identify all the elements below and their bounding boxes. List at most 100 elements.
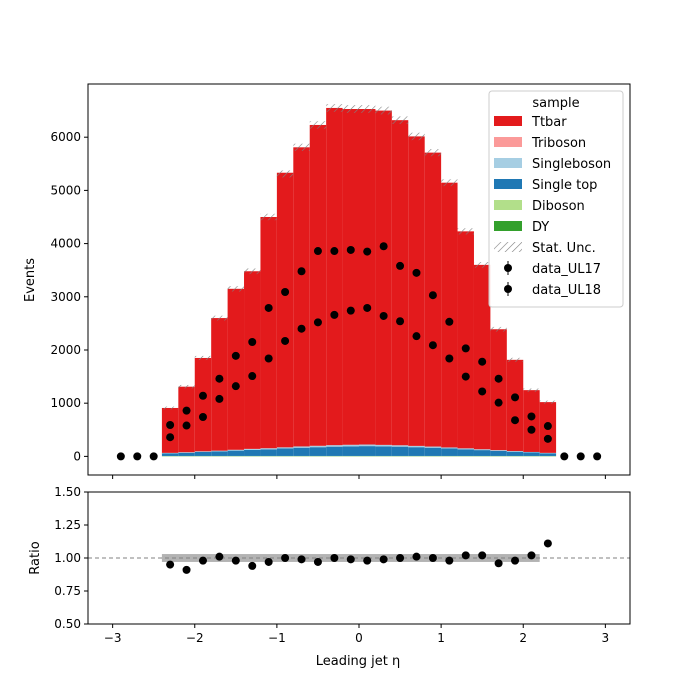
ratio-point: [166, 560, 175, 569]
bar-singleboson: [391, 445, 409, 447]
ratio-point: [363, 556, 372, 565]
data_UL17-point: [231, 351, 240, 360]
bar-single-top: [178, 452, 195, 456]
ratio-point: [412, 552, 421, 561]
bar-single-top: [260, 449, 277, 456]
data_UL17-point: [593, 452, 602, 461]
bar-single-top: [408, 447, 425, 456]
bar-single-top: [276, 448, 294, 456]
x-axis-label: Leading jet η: [316, 654, 401, 669]
stat-unc-hatch: [211, 315, 228, 321]
data_UL18-point: [166, 433, 175, 442]
ratio-point: [248, 561, 257, 570]
stat-unc-hatch: [161, 406, 179, 410]
main-x-ticks: [112, 475, 606, 479]
y-tick-label: 4000: [50, 237, 81, 251]
data_UL17-point: [133, 452, 142, 461]
bar-singleboson: [293, 446, 310, 448]
data_UL18-point: [478, 387, 487, 396]
ratio-point: [478, 551, 487, 560]
x-tick-label: −1: [268, 631, 286, 645]
bar-ttbar: [457, 231, 474, 449]
stacked-bars: [161, 107, 557, 457]
data_UL18-point: [494, 398, 503, 407]
stat-unc-hatch: [424, 149, 442, 157]
bar-single-top: [523, 452, 540, 456]
x-tick-label: 2: [519, 631, 527, 645]
data_UL18-point: [527, 425, 536, 434]
ratio-point: [461, 551, 470, 560]
bar-singleboson: [506, 451, 524, 452]
stat-unc-hatch: [293, 143, 310, 151]
bar-single-top: [359, 446, 376, 456]
bar-ttbar: [441, 182, 458, 448]
stat-unc-hatch: [539, 400, 557, 404]
main-panel: 0 1000 2000 3000 4000 5000 6000 Events sample …: [23, 83, 631, 479]
ratio-y-ticks: 0.50 0.75 1.00 1.25 1.50: [54, 485, 88, 631]
data_UL17-point: [527, 412, 536, 421]
stat-unc-hatch: [227, 286, 245, 292]
data_UL18-point: [511, 416, 520, 425]
stat-unc-hatch: [506, 357, 524, 362]
bar-singleboson: [309, 445, 327, 448]
stat-unc-hatch: [359, 105, 376, 113]
stat-unc-hatch: [326, 104, 343, 112]
bar-ttbar: [276, 172, 294, 448]
bar-singleboson: [375, 444, 392, 447]
legend-marker: [504, 264, 512, 272]
x-tick-label: 3: [602, 631, 610, 645]
ratio-y-tick-label: 1.25: [54, 518, 81, 532]
data_UL18-point: [281, 336, 290, 345]
data_UL17-point: [379, 242, 388, 251]
ratio-point: [346, 555, 355, 564]
ratio-point: [428, 554, 437, 562]
legend-entries: Ttbar Triboson Singleboson Single top Diboso…: [494, 115, 611, 298]
ratio-point: [281, 554, 290, 562]
bar-singleboson: [227, 449, 245, 451]
ratio-y-tick-label: 0.75: [54, 584, 81, 598]
bar-single-top: [161, 453, 179, 456]
ratio-x-ticks: −3 −2 −1 0 1 2 3: [104, 624, 609, 645]
bar-ttbar: [506, 359, 524, 452]
legend: sample Ttbar Triboson Singleboson Single to…: [488, 90, 624, 308]
data_UL17-point: [330, 247, 339, 256]
ratio-point: [215, 552, 224, 561]
bar-ttbar: [342, 109, 359, 445]
x-tick-label: −2: [186, 631, 204, 645]
y-tick-label: 2000: [50, 343, 81, 357]
stat-unc-hatch: [457, 228, 474, 235]
ratio-point: [264, 557, 273, 566]
bar-single-top: [506, 451, 524, 456]
bar-single-top: [326, 446, 343, 456]
data_UL17-point: [461, 344, 470, 353]
data-points: [116, 242, 602, 461]
ratio-point: [330, 554, 339, 562]
stat-unc-hatch: [441, 179, 458, 187]
x-tick-label: −3: [104, 631, 122, 645]
ratio-point: [445, 556, 454, 565]
ratio-point: [313, 557, 322, 566]
bar-ttbar: [326, 107, 343, 446]
legend-label: data_UL17: [532, 262, 601, 277]
data_UL17-point: [576, 452, 585, 461]
data_UL17-point: [198, 391, 207, 400]
legend-label: data_UL18: [532, 283, 601, 298]
bar-singleboson: [523, 451, 540, 453]
legend-swatch: [494, 158, 522, 168]
legend-swatch: [494, 200, 522, 210]
data_UL18-point: [231, 382, 240, 391]
bar-single-top: [342, 446, 359, 456]
bar-ttbar: [260, 216, 277, 449]
x-tick-label: 0: [355, 631, 363, 645]
data_UL17-point: [363, 247, 372, 256]
main-y-ticks: 0 1000 2000 3000 4000 5000 6000: [50, 130, 88, 463]
bar-single-top: [441, 448, 458, 456]
bar-singleboson: [326, 445, 343, 447]
y-tick-label: 5000: [50, 183, 81, 197]
stat-unc-hatch: [391, 116, 409, 124]
bar-ttbar: [473, 264, 491, 450]
legend-label: Diboson: [532, 199, 585, 214]
ratio-point: [379, 555, 388, 564]
bar-ttbar: [309, 124, 327, 446]
ratio-panel: 0.50 0.75 1.00 1.25 1.50 −3 −2 −1 0 1 2 3 Ratio Le…: [28, 485, 631, 669]
